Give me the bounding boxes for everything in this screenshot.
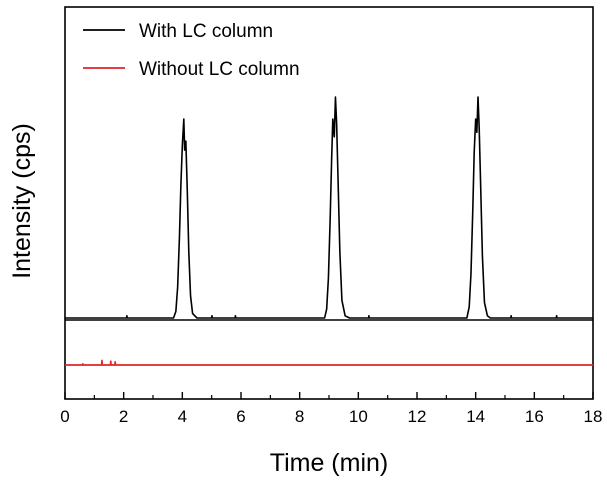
x-tick-label: 10: [349, 407, 368, 426]
x-tick-label: 18: [584, 407, 603, 426]
x-axis-ticks: 0 2 4 6 8 10 12 14 16 18: [60, 392, 602, 426]
legend: With LC column Without LC column: [83, 21, 300, 80]
x-tick-label: 8: [295, 407, 304, 426]
x-tick-label: 14: [466, 407, 485, 426]
x-tick-label: 12: [408, 407, 427, 426]
plot-area: 0 2 4 6 8 10 12 14 16 18: [60, 6, 602, 426]
series-line-with-lc-column: [65, 96, 593, 319]
series-line-without-lc-column: [65, 359, 593, 366]
x-axis-title: Time (min): [270, 449, 389, 477]
legend-label: With LC column: [139, 21, 273, 42]
x-tick-label: 2: [119, 407, 128, 426]
series-layer: [65, 96, 593, 366]
x-tick-label: 0: [60, 407, 69, 426]
x-tick-label: 4: [178, 407, 187, 426]
x-tick-label: 16: [525, 407, 544, 426]
y-axis-title: Intensity (cps): [8, 123, 36, 279]
x-tick-label: 6: [236, 407, 245, 426]
legend-label: Without LC column: [139, 59, 300, 80]
